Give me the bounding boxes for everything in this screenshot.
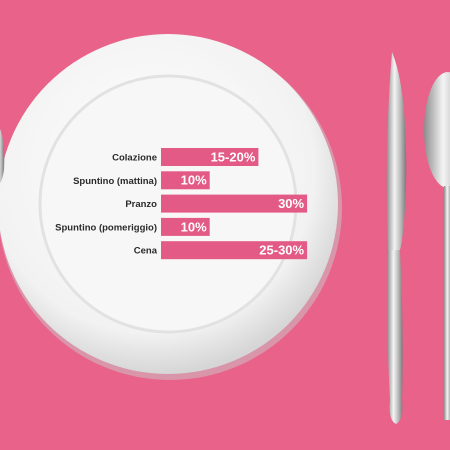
chart: Colazione 15-20% Spuntino (mattina) 10% Pran…	[55, 148, 308, 260]
category-label: Cena	[134, 246, 158, 257]
value-label: 15-20%	[211, 149, 256, 164]
value-label: 25-30%	[259, 243, 304, 258]
value-label: 10%	[181, 173, 207, 188]
category-label: Spuntino (mattina)	[73, 176, 157, 187]
fork	[0, 129, 5, 184]
spoon	[424, 72, 450, 420]
bar	[161, 217, 210, 236]
bar	[161, 194, 308, 213]
knife	[386, 52, 407, 424]
bar	[161, 241, 308, 260]
bar	[161, 171, 210, 190]
value-label: 30%	[278, 196, 304, 211]
value-label: 10%	[181, 219, 207, 234]
category-label: Spuntino (pomeriggio)	[55, 222, 157, 233]
bar	[161, 148, 259, 166]
category-label: Pranzo	[125, 199, 157, 210]
category-label: Colazione	[112, 153, 157, 164]
